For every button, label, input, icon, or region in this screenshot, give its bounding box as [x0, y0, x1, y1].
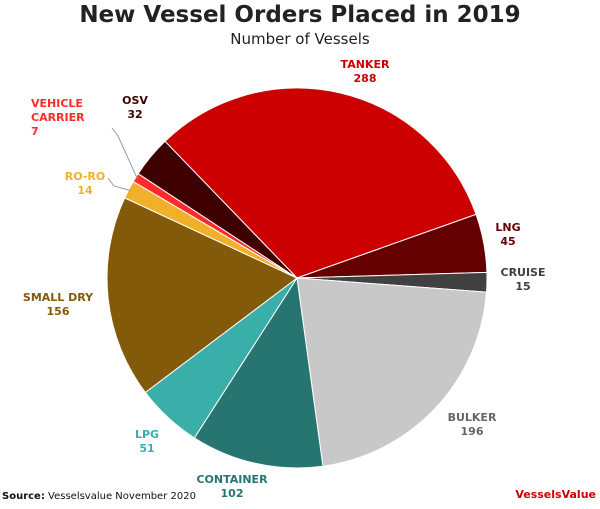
leader-line — [107, 177, 131, 192]
value-label: 14 — [77, 184, 93, 197]
data-label: TANKER 288 — [341, 58, 390, 86]
value-label: 51 — [139, 442, 155, 455]
value-label: 45 — [500, 235, 516, 248]
category-label: OSV — [122, 94, 148, 107]
value-label: 156 — [46, 305, 70, 318]
data-label: CRUISE 15 — [500, 266, 545, 294]
data-label: LPG 51 — [135, 428, 159, 456]
data-label: SMALL DRY 156 — [23, 291, 93, 319]
pie-slice — [106, 197, 298, 394]
data-label: VEHICLE CARRIER 7 — [31, 97, 101, 139]
source: Source: Vesselsvalue November 2020 — [2, 491, 196, 502]
category-label: LNG — [495, 221, 521, 234]
category-label: SMALL DRY — [22, 291, 94, 304]
category-label: TANKER — [340, 58, 390, 71]
pie-slice — [137, 140, 298, 279]
pie-slice — [193, 276, 324, 469]
data-label: RO-RO 14 — [65, 170, 105, 198]
category-label: VEHICLE CARRIER — [31, 97, 85, 124]
source-label: Source: — [2, 491, 45, 502]
pie-slice — [296, 277, 488, 467]
category-label: LPG — [134, 428, 160, 441]
logo-text: VesselsValue — [515, 488, 596, 501]
chart-title: New Vessel Orders Placed in 2019 — [79, 2, 521, 28]
value-label: 7 — [31, 125, 39, 138]
pie-slice — [164, 87, 477, 279]
value-label: 15 — [515, 280, 531, 293]
category-label: RO-RO — [64, 170, 106, 183]
value-label: 288 — [353, 72, 377, 85]
chart-subtitle: Number of Vessels — [230, 30, 370, 48]
data-label: BULKER 196 — [448, 411, 497, 439]
value-label: 32 — [127, 108, 143, 121]
data-label: LNG 45 — [495, 221, 520, 249]
category-label: CONTAINER — [196, 473, 268, 486]
value-label: 196 — [460, 425, 484, 438]
leader-line — [111, 127, 138, 179]
data-label: CONTAINER 102 — [196, 473, 267, 501]
category-label: BULKER — [447, 411, 497, 424]
category-label: CRUISE — [500, 266, 546, 279]
data-label: OSV 32 — [122, 94, 148, 122]
value-label: 102 — [220, 487, 244, 500]
logo[interactable]: VesselsValue — [515, 488, 596, 501]
source-text: Vesselsvalue November 2020 — [48, 491, 196, 502]
